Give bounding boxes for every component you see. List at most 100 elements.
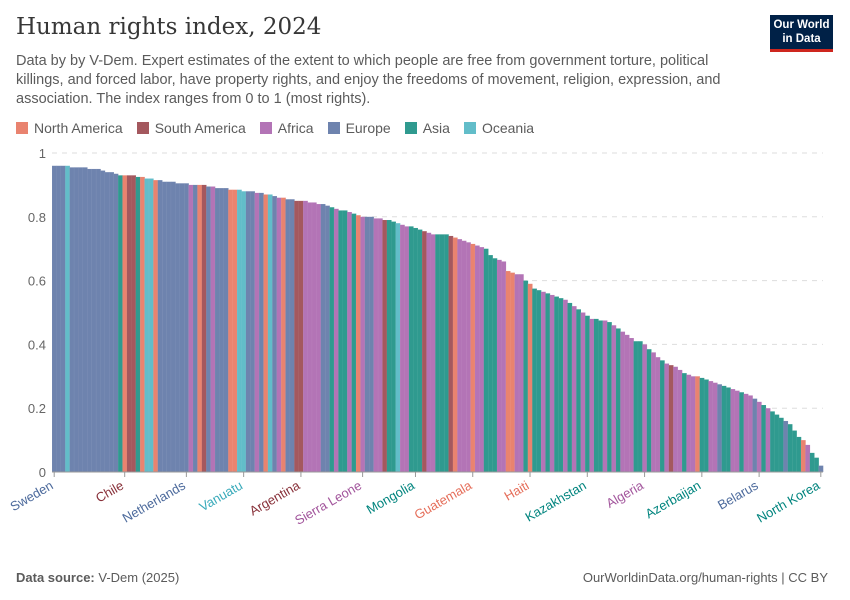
bar[interactable] [580, 312, 586, 473]
bar[interactable] [307, 202, 313, 473]
bar[interactable] [272, 195, 278, 473]
bar[interactable] [421, 231, 427, 473]
bar[interactable] [576, 309, 582, 473]
bar[interactable] [329, 207, 335, 473]
bar[interactable] [452, 237, 458, 473]
bar[interactable] [280, 197, 286, 473]
bar[interactable] [730, 388, 736, 473]
bar[interactable] [651, 352, 657, 473]
bar[interactable] [122, 175, 128, 473]
bar[interactable] [236, 189, 242, 473]
bar[interactable] [756, 401, 762, 473]
bar[interactable] [342, 210, 348, 473]
bar[interactable] [175, 183, 181, 473]
bar[interactable] [686, 374, 692, 473]
legend-item-south-america[interactable]: South America [136, 120, 246, 136]
bar[interactable] [60, 165, 66, 473]
bar[interactable] [184, 183, 190, 473]
bar[interactable] [364, 216, 370, 473]
bar[interactable] [413, 227, 419, 473]
legend-item-north-america[interactable]: North America [16, 120, 123, 136]
bar[interactable] [792, 430, 798, 473]
bar[interactable] [82, 167, 88, 473]
bar[interactable] [492, 258, 498, 473]
bar[interactable] [540, 291, 546, 473]
bar[interactable] [395, 223, 401, 473]
bar[interactable] [488, 254, 494, 473]
bar[interactable] [73, 167, 79, 473]
bar[interactable] [774, 414, 780, 473]
bar[interactable] [399, 224, 405, 473]
legend-item-oceania[interactable]: Oceania [463, 120, 534, 136]
bar[interactable] [558, 297, 564, 473]
bar[interactable] [338, 210, 344, 473]
bar[interactable] [725, 387, 731, 473]
bar[interactable] [549, 294, 555, 473]
bar[interactable] [655, 357, 661, 473]
bar[interactable] [615, 328, 621, 473]
bar[interactable] [276, 197, 282, 473]
bar[interactable] [104, 171, 110, 473]
bar[interactable] [126, 175, 132, 473]
bar[interactable] [51, 165, 57, 473]
bar[interactable] [417, 229, 423, 473]
bar[interactable] [311, 202, 317, 473]
bar[interactable] [351, 213, 357, 473]
bar[interactable] [144, 178, 150, 473]
bar[interactable] [743, 393, 749, 473]
bar[interactable] [633, 341, 639, 473]
bar[interactable] [435, 234, 441, 473]
bar[interactable] [245, 191, 251, 473]
bar[interactable] [554, 296, 560, 473]
bar[interactable] [628, 337, 635, 473]
bar[interactable] [289, 199, 295, 473]
bar[interactable] [443, 234, 449, 473]
bar[interactable] [426, 232, 432, 473]
bar[interactable] [448, 235, 454, 473]
bar[interactable] [721, 385, 727, 473]
bar[interactable] [796, 436, 802, 473]
bar[interactable] [690, 376, 696, 473]
bar[interactable] [465, 242, 471, 473]
bar[interactable] [439, 234, 445, 473]
bar[interactable] [157, 179, 163, 473]
bar[interactable] [571, 305, 577, 473]
bar[interactable] [620, 331, 626, 473]
bar[interactable] [117, 175, 123, 473]
bar[interactable] [100, 170, 106, 473]
bar[interactable] [250, 191, 256, 473]
bar[interactable] [294, 200, 300, 473]
bar[interactable] [761, 404, 767, 473]
bar[interactable] [91, 168, 97, 473]
bar[interactable] [747, 395, 753, 473]
bar[interactable] [664, 363, 670, 473]
footer-url[interactable]: OurWorldinData.org/human-rights | CC BY [582, 570, 828, 585]
bar[interactable] [567, 302, 573, 473]
bar[interactable] [523, 280, 529, 473]
bar[interactable] [778, 417, 784, 473]
bar[interactable] [254, 192, 260, 473]
bar[interactable] [325, 205, 331, 473]
bar[interactable] [752, 398, 758, 473]
bar[interactable] [258, 192, 264, 473]
bar[interactable] [589, 318, 595, 473]
bar[interactable] [584, 315, 590, 473]
bar[interactable] [382, 219, 388, 473]
bar[interactable] [787, 423, 793, 473]
bar[interactable] [170, 181, 176, 473]
bar[interactable] [536, 290, 542, 473]
bar[interactable] [153, 179, 159, 473]
bar[interactable] [805, 444, 811, 473]
bar[interactable] [637, 341, 643, 473]
bar[interactable] [532, 288, 538, 473]
bar[interactable] [228, 189, 234, 473]
bar[interactable] [593, 318, 599, 473]
bar[interactable] [408, 226, 414, 473]
bar[interactable] [818, 465, 824, 473]
bar[interactable] [391, 221, 397, 473]
bar[interactable] [65, 165, 71, 473]
bar[interactable] [545, 293, 551, 473]
bar[interactable] [624, 334, 630, 473]
bar[interactable] [457, 238, 463, 473]
bar[interactable] [642, 344, 648, 473]
